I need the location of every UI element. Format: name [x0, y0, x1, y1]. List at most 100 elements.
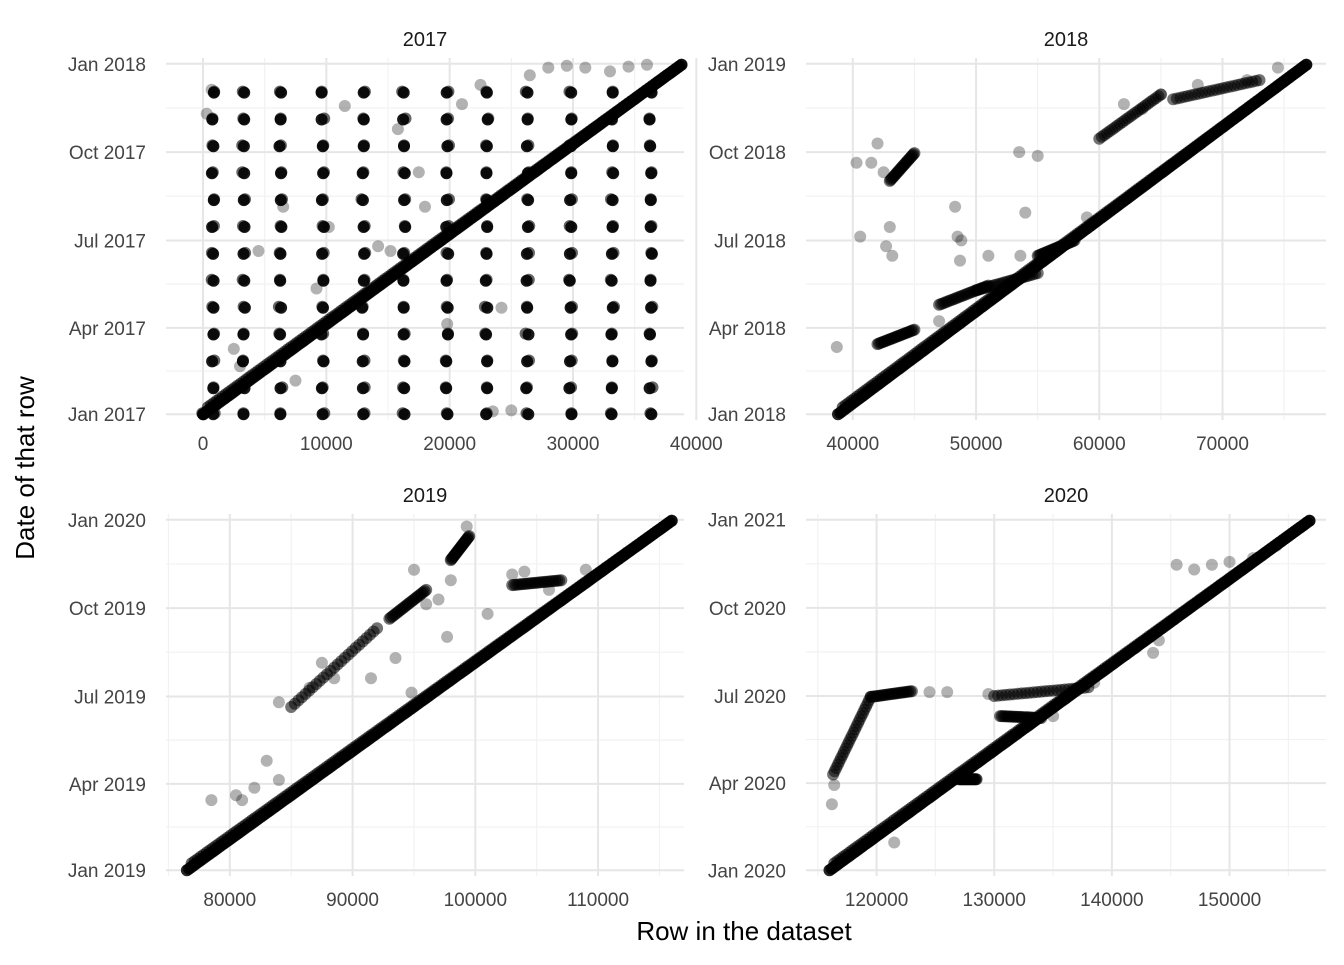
data-point — [605, 327, 618, 340]
facet-panel-2017: 0 10000 20000 30000 40000 Jan 2017 Apr 2017 Jul… — [68, 29, 723, 455]
data-point — [1035, 712, 1048, 724]
x-tick-label: 130000 — [963, 890, 1026, 911]
data-point — [355, 193, 368, 206]
data-point — [521, 112, 534, 125]
data-point — [440, 246, 453, 259]
data-point — [338, 100, 351, 112]
data-point — [563, 85, 576, 98]
y-tick-label: Oct 2019 — [69, 599, 146, 620]
data-point — [886, 249, 899, 262]
data-point — [408, 563, 420, 576]
data-point — [412, 166, 425, 179]
data-point — [318, 407, 331, 420]
data-point — [420, 583, 433, 596]
data-point — [505, 404, 518, 417]
data-point — [883, 221, 896, 233]
data-point — [316, 220, 329, 232]
y-tick-label: Jan 2020 — [708, 861, 786, 882]
data-point — [397, 166, 410, 179]
data-point — [951, 230, 964, 243]
data-point — [322, 221, 335, 233]
data-point — [273, 273, 286, 286]
data-point — [208, 407, 221, 420]
data-point — [1013, 146, 1026, 159]
data-point — [441, 273, 454, 286]
data-point — [543, 583, 555, 596]
data-point — [440, 407, 453, 420]
data-point — [1019, 206, 1032, 219]
data-point — [272, 696, 285, 709]
y-tick-label: Apr 2017 — [69, 319, 146, 340]
data-point — [1117, 98, 1130, 111]
x-tick-label: 90000 — [326, 890, 379, 911]
data-point — [522, 166, 535, 179]
data-point — [389, 652, 402, 664]
data-point — [273, 85, 286, 98]
point-layer — [823, 514, 1316, 877]
y-tick-label: Jan 2020 — [68, 511, 146, 532]
data-point — [565, 381, 578, 394]
data-point — [237, 354, 249, 367]
data-point — [206, 112, 219, 125]
data-point — [440, 300, 453, 313]
data-point — [272, 300, 285, 313]
data-point — [237, 220, 249, 232]
y-tick-label: Jan 2019 — [708, 55, 786, 76]
data-point — [1253, 74, 1266, 87]
data-point — [877, 166, 890, 179]
data-point — [372, 240, 385, 253]
x-tick-label: 140000 — [1080, 890, 1143, 911]
data-point — [371, 622, 384, 635]
data-point — [196, 407, 209, 420]
data-point — [252, 245, 265, 257]
data-point — [432, 593, 445, 606]
data-point — [1170, 558, 1183, 571]
data-point — [398, 220, 411, 232]
data-point — [518, 565, 531, 578]
y-tick-label: Jan 2017 — [68, 405, 146, 426]
data-point — [358, 407, 371, 420]
data-point — [865, 156, 878, 169]
data-point — [675, 58, 688, 71]
data-point — [908, 147, 921, 160]
y-tick-label: Apr 2020 — [709, 774, 786, 795]
data-point — [318, 112, 331, 125]
data-point — [970, 773, 983, 786]
data-point — [444, 574, 457, 587]
point-layer — [830, 58, 1313, 421]
data-point — [397, 381, 409, 394]
data-point — [356, 300, 369, 313]
data-point — [1014, 249, 1027, 262]
data-point — [318, 166, 330, 179]
y-tick-label: Jan 2019 — [68, 861, 146, 882]
data-point — [357, 112, 370, 125]
data-point — [563, 139, 576, 152]
data-point — [328, 672, 341, 685]
data-point — [643, 139, 656, 152]
data-point — [478, 300, 491, 313]
data-point — [272, 354, 285, 367]
data-point — [208, 327, 221, 340]
data-point — [941, 686, 954, 699]
data-point — [506, 568, 519, 581]
data-point — [442, 85, 455, 98]
data-point — [1082, 681, 1095, 694]
data-point — [316, 193, 329, 206]
x-tick-label: 70000 — [1196, 434, 1249, 455]
data-point — [236, 273, 249, 286]
data-point — [519, 85, 532, 98]
data-point — [646, 381, 659, 394]
data-point — [520, 407, 533, 420]
y-tick-label: Oct 2020 — [709, 599, 786, 620]
data-point — [357, 166, 370, 179]
data-point — [607, 220, 619, 232]
data-point — [604, 273, 617, 286]
y-tick-label: Jul 2019 — [74, 687, 146, 708]
data-point — [480, 407, 493, 420]
data-point — [317, 139, 330, 152]
x-tick-label: 20000 — [423, 434, 476, 455]
data-point — [206, 139, 219, 152]
data-point — [200, 107, 213, 120]
data-point — [643, 112, 656, 125]
